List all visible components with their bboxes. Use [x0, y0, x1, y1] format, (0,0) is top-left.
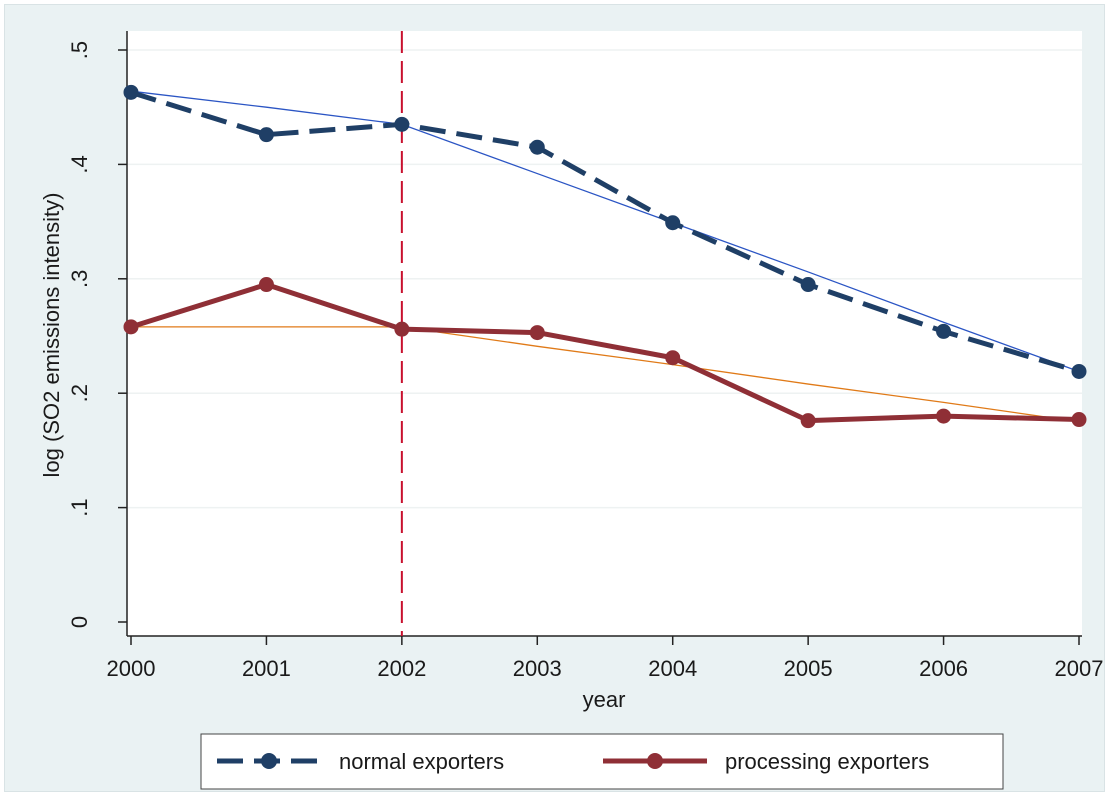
- legend: normal exporters processing exporters: [200, 733, 1004, 790]
- x-tick-label: 2006: [919, 656, 968, 681]
- point-normal-exporters: [123, 84, 139, 100]
- x-tick-label: 2005: [784, 656, 833, 681]
- y-tick-label: 0: [67, 616, 92, 628]
- point-processing-exporters: [123, 319, 139, 335]
- x-tick-label: 2003: [513, 656, 562, 681]
- point-processing-exporters: [936, 408, 952, 424]
- point-normal-exporters: [258, 127, 274, 143]
- x-tick-label: 2000: [107, 656, 156, 681]
- y-axis-title: log (SO2 emissions intensity): [39, 193, 64, 478]
- legend-box: [200, 733, 1004, 790]
- y-tick-label: .3: [67, 270, 92, 288]
- series-markers: [123, 84, 1087, 429]
- y-tick-label: .5: [67, 41, 92, 59]
- x-tick-label: 2002: [377, 656, 426, 681]
- point-processing-exporters: [258, 277, 274, 293]
- point-normal-exporters: [529, 139, 545, 155]
- fit-line-processing-exporters: [131, 326, 1080, 423]
- point-processing-exporters: [529, 325, 545, 341]
- point-processing-exporters: [394, 321, 410, 337]
- chart-frame: 0 .1 .2 .3 .4 .5 2000 2001 2002 2003 2004 2005 2006 2…: [4, 4, 1105, 792]
- x-tick-label: 2007: [1055, 656, 1104, 681]
- y-tick-label: .1: [67, 498, 92, 516]
- legend-label-processing-exporters: processing exporters: [725, 749, 929, 774]
- point-processing-exporters: [665, 350, 681, 366]
- legend-marker-processing-exporters: [647, 753, 663, 769]
- line-chart: 0 .1 .2 .3 .4 .5 2000 2001 2002 2003 2004 2005 2006 2…: [39, 31, 1103, 790]
- y-tick-label: .2: [67, 384, 92, 402]
- gridlines: [127, 49, 1082, 509]
- point-normal-exporters: [800, 277, 816, 293]
- point-normal-exporters: [936, 323, 952, 339]
- series-line-processing-exporters: [130, 282, 1080, 424]
- point-normal-exporters: [665, 215, 681, 231]
- point-processing-exporters: [1071, 412, 1087, 428]
- x-axis-title: year: [583, 687, 626, 712]
- axes: 0 .1 .2 .3 .4 .5 2000 2001 2002 2003 2004 2005 2006 2…: [67, 31, 1103, 681]
- x-tick-label: 2001: [242, 656, 291, 681]
- legend-marker-normal-exporters: [261, 753, 277, 769]
- legend-label-normal-exporters: normal exporters: [339, 749, 504, 774]
- y-tick-label: .4: [67, 155, 92, 173]
- series-line-normal-exporters: [130, 89, 1080, 374]
- point-processing-exporters: [800, 413, 816, 429]
- x-tick-label: 2004: [648, 656, 697, 681]
- legend-items: normal exporters processing exporters: [217, 749, 929, 774]
- series-lines: [130, 89, 1080, 424]
- point-normal-exporters: [394, 116, 410, 132]
- fit-lines: [130, 90, 1080, 423]
- fit-line-normal-exporters: [130, 90, 1080, 373]
- point-normal-exporters: [1071, 363, 1087, 379]
